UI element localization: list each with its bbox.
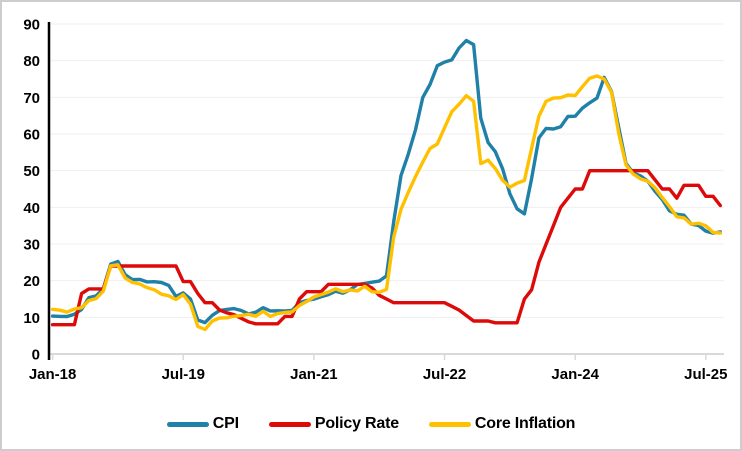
x-axis-label: Jul-22 bbox=[423, 366, 466, 383]
core-inflation-swatch bbox=[428, 421, 471, 427]
policy-rate-swatch bbox=[268, 421, 311, 427]
x-axis-label: Jan-24 bbox=[551, 366, 599, 383]
y-axis-label: 60 bbox=[23, 127, 40, 144]
legend-item-cpi: CPI bbox=[166, 415, 239, 433]
cpi-swatch bbox=[166, 421, 209, 427]
y-axis-label: 10 bbox=[23, 310, 40, 327]
x-axis-label: Jan-18 bbox=[29, 366, 77, 383]
core-inflation-legend-label: Core Inflation bbox=[474, 415, 576, 432]
y-axis-label: 50 bbox=[23, 163, 40, 180]
x-axis-label: Jul-25 bbox=[684, 366, 727, 383]
x-axis-label: Jan-21 bbox=[290, 366, 338, 383]
cpi-legend-label: CPI bbox=[212, 415, 239, 432]
policy-rate-line bbox=[50, 168, 722, 327]
y-axis-label: 70 bbox=[23, 90, 40, 107]
x-axis-label: Jul-19 bbox=[162, 366, 205, 383]
policy-rate-legend-label: Policy Rate bbox=[314, 415, 399, 432]
y-axis-label: 30 bbox=[23, 237, 40, 254]
y-axis-label: 20 bbox=[23, 273, 40, 290]
y-axis-label: 80 bbox=[23, 53, 40, 70]
legend-item-policy-rate: Policy Rate bbox=[268, 415, 399, 433]
core-inflation-line bbox=[50, 74, 722, 332]
legend-item-core-inflation: Core Inflation bbox=[428, 415, 576, 433]
y-axis-label: 0 bbox=[32, 347, 40, 364]
legend: CPI Policy Rate Core Inflation bbox=[2, 408, 740, 440]
y-axis-label: 90 bbox=[23, 17, 40, 34]
y-axis-label: 40 bbox=[23, 200, 40, 217]
